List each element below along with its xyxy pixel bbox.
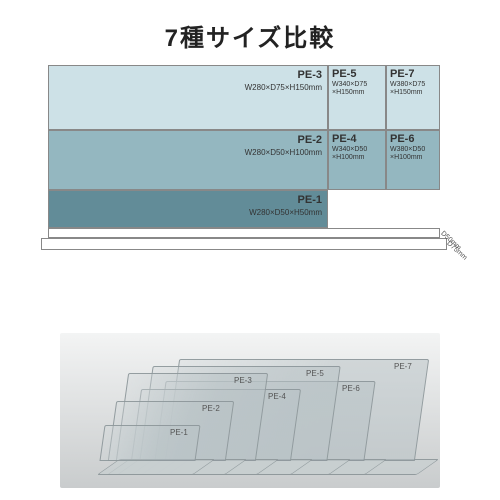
base-back	[48, 228, 440, 238]
label-PE-7: PE-7	[390, 68, 414, 80]
label-PE-6: PE-6	[390, 133, 414, 145]
label-PE-3: PE-3	[298, 69, 322, 81]
photo-label-PE-1: PE-1	[170, 428, 188, 437]
size-comparison-diagram: PE-3 W280×D75×H150mm PE-2 W280×D50×H100mm PE…	[30, 65, 470, 275]
dim-PE-5: W340×D75 ×H150mm	[332, 81, 367, 97]
dim-PE-2: W280×D50×H100mm	[245, 148, 322, 157]
base-front	[41, 238, 447, 250]
dim-PE-3: W280×D75×H150mm	[245, 83, 322, 92]
photo-label-PE-5: PE-5	[306, 369, 324, 378]
dim-PE-7: W380×D75 ×H150mm	[390, 81, 425, 97]
cell-left-1	[48, 130, 328, 190]
photo-label-PE-3: PE-3	[234, 376, 252, 385]
cell-left-0	[48, 65, 328, 130]
photo-label-PE-6: PE-6	[342, 384, 360, 393]
photo-label-PE-7: PE-7	[394, 362, 412, 371]
label-PE-5: PE-5	[332, 68, 356, 80]
dim-PE-1: W280×D50×H50mm	[249, 208, 322, 217]
dim-PE-4: W340×D50 ×H100mm	[332, 146, 367, 162]
page-title: 7種サイズ比較	[0, 0, 500, 65]
label-PE-4: PE-4	[332, 133, 356, 145]
label-PE-2: PE-2	[298, 134, 322, 146]
photo-label-PE-2: PE-2	[202, 404, 220, 413]
product-photo-illustration: PE-7 PE-6 PE-5 PE-4 PE-3 PE-2 PE-1	[60, 333, 440, 488]
label-PE-1: PE-1	[298, 194, 322, 206]
dim-PE-6: W380×D50 ×H100mm	[390, 146, 425, 162]
photo-label-PE-4: PE-4	[268, 392, 286, 401]
